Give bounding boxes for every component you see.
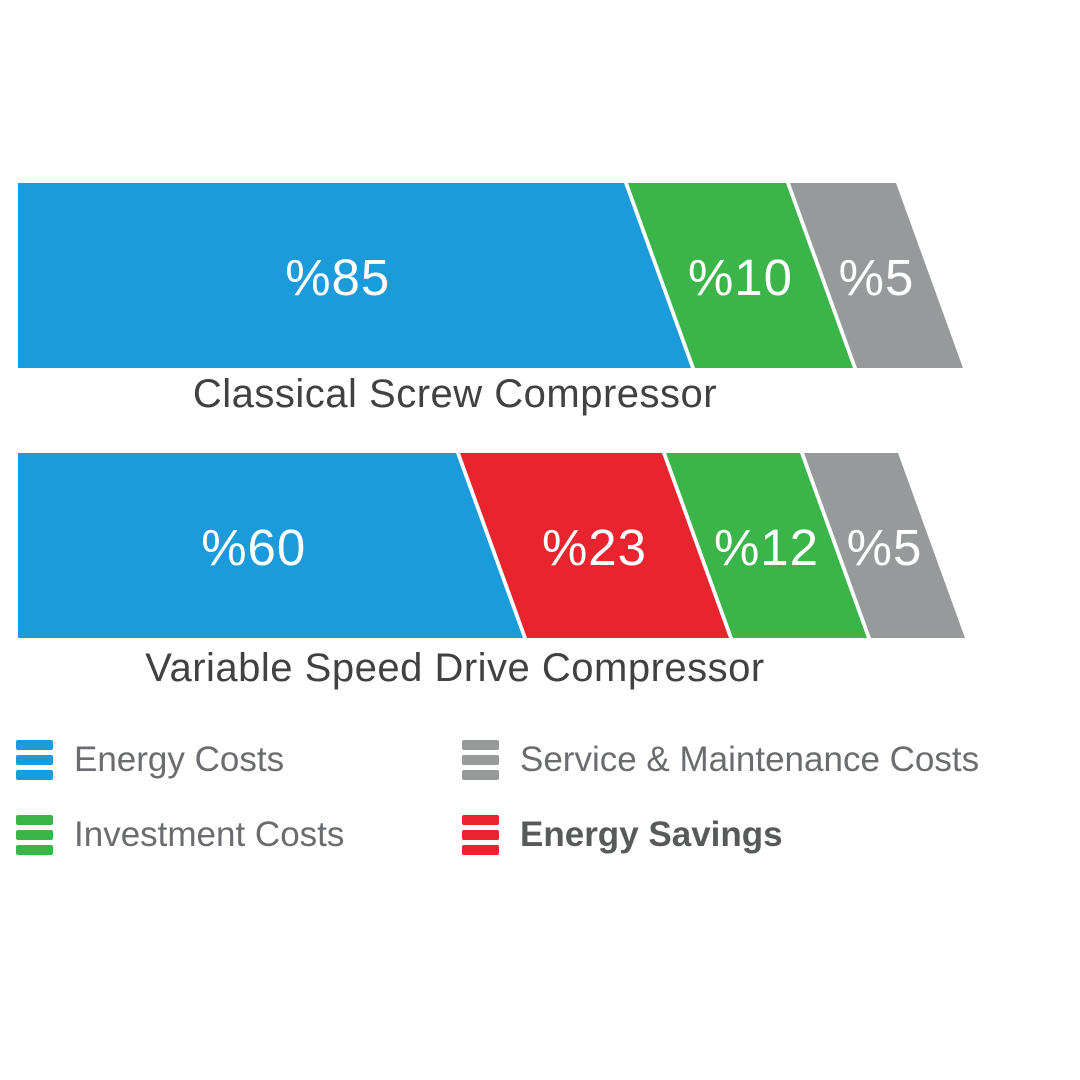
- legend-item-energy-costs: Energy Costs: [16, 740, 284, 780]
- legend-item-service-maintenance-costs: Service & Maintenance Costs: [462, 740, 979, 780]
- bar-2-segment-service-maintenance-costs: [804, 453, 965, 638]
- stripes-icon-energy-savings: [462, 815, 499, 855]
- bar-2-segment-energy-costs: [18, 453, 523, 638]
- bar-1-segment-service-maintenance-costs: [790, 183, 963, 368]
- segment-value-label: %23: [542, 519, 647, 576]
- bar-1-segment-energy-costs: [18, 183, 691, 368]
- segment-value-label: %85: [285, 249, 390, 306]
- legend-label-energy-costs: Energy Costs: [74, 740, 285, 779]
- legend-label-energy-savings: Energy Savings: [520, 815, 783, 854]
- legend-item-investment-costs: Investment Costs: [16, 815, 344, 855]
- stripes-icon-service-maintenance-costs: [462, 740, 499, 780]
- legend-label-service-maintenance-costs: Service & Maintenance Costs: [520, 740, 980, 779]
- stripes-icon-investment-costs: [16, 815, 53, 855]
- bar-2-segment-investment-costs: [666, 453, 867, 638]
- bar2-caption: Variable Speed Drive Compressor: [145, 646, 765, 690]
- segment-value-label: %12: [714, 519, 819, 576]
- bar1-caption: Classical Screw Compressor: [192, 372, 718, 416]
- bar-1-segment-investment-costs: [628, 183, 853, 368]
- legend-label-investment-costs: Investment Costs: [74, 815, 345, 854]
- bar-2-segment-energy-savings: [460, 453, 729, 638]
- legend-item-energy-savings: Energy Savings: [462, 815, 783, 855]
- stripes-icon-energy-costs: [16, 740, 53, 780]
- segment-value-label: %10: [688, 249, 793, 306]
- segment-value-label: %5: [839, 249, 915, 306]
- segment-value-label: %5: [847, 519, 923, 576]
- segment-value-label: %60: [201, 519, 306, 576]
